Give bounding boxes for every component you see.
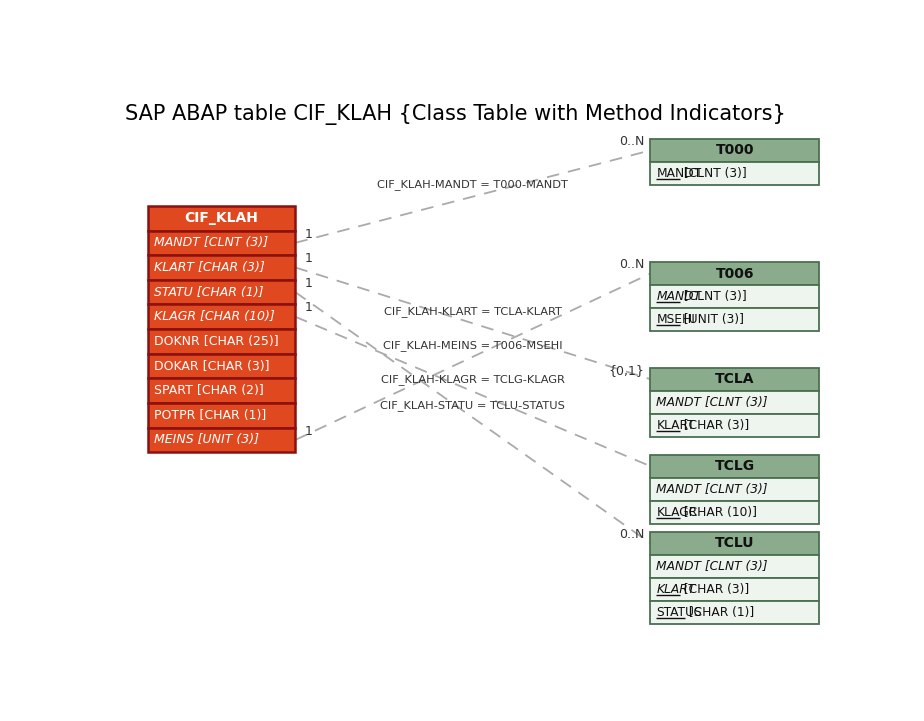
Text: 0..N: 0..N bbox=[619, 528, 644, 541]
FancyBboxPatch shape bbox=[650, 309, 820, 332]
FancyBboxPatch shape bbox=[148, 428, 296, 452]
FancyBboxPatch shape bbox=[650, 531, 820, 554]
FancyBboxPatch shape bbox=[650, 414, 820, 437]
Text: SAP ABAP table CIF_KLAH {Class Table with Method Indicators}: SAP ABAP table CIF_KLAH {Class Table wit… bbox=[125, 104, 785, 125]
Text: DOKNR [CHAR (25)]: DOKNR [CHAR (25)] bbox=[154, 335, 279, 348]
Text: STATU [CHAR (1)]: STATU [CHAR (1)] bbox=[154, 286, 263, 298]
Text: KLAGR [CHAR (10)]: KLAGR [CHAR (10)] bbox=[154, 310, 275, 323]
Text: 1: 1 bbox=[305, 425, 312, 438]
Text: MANDT [CLNT (3)]: MANDT [CLNT (3)] bbox=[656, 396, 768, 409]
Text: CIF_KLAH-STATU = TCLU-STATUS: CIF_KLAH-STATU = TCLU-STATUS bbox=[381, 401, 565, 412]
FancyBboxPatch shape bbox=[148, 304, 296, 329]
Text: 0..N: 0..N bbox=[619, 258, 644, 271]
FancyBboxPatch shape bbox=[650, 162, 820, 185]
Text: KLAGR: KLAGR bbox=[656, 506, 698, 519]
FancyBboxPatch shape bbox=[148, 206, 296, 231]
FancyBboxPatch shape bbox=[650, 391, 820, 414]
Text: STATUS: STATUS bbox=[656, 606, 702, 619]
Text: CIF_KLAH: CIF_KLAH bbox=[185, 211, 259, 225]
Text: TCLU: TCLU bbox=[715, 536, 755, 550]
Text: [CHAR (10)]: [CHAR (10)] bbox=[680, 506, 757, 519]
Text: T000: T000 bbox=[715, 143, 754, 157]
Text: MANDT: MANDT bbox=[656, 167, 701, 180]
Text: CIF_KLAH-MANDT = T000-MANDT: CIF_KLAH-MANDT = T000-MANDT bbox=[377, 180, 568, 190]
Text: DOKAR [CHAR (3)]: DOKAR [CHAR (3)] bbox=[154, 360, 270, 373]
Text: KLART [CHAR (3)]: KLART [CHAR (3)] bbox=[154, 261, 265, 274]
Text: [CHAR (1)]: [CHAR (1)] bbox=[685, 606, 754, 619]
Text: MSEHI: MSEHI bbox=[656, 314, 696, 327]
FancyBboxPatch shape bbox=[650, 578, 820, 601]
Text: 0..N: 0..N bbox=[619, 135, 644, 148]
Text: 1: 1 bbox=[305, 301, 312, 314]
FancyBboxPatch shape bbox=[650, 554, 820, 578]
Text: 1: 1 bbox=[305, 277, 312, 290]
Text: CIF_KLAH-KLAGR = TCLG-KLAGR: CIF_KLAH-KLAGR = TCLG-KLAGR bbox=[381, 374, 565, 385]
FancyBboxPatch shape bbox=[650, 286, 820, 309]
FancyBboxPatch shape bbox=[148, 255, 296, 280]
Text: TCLG: TCLG bbox=[714, 459, 755, 473]
FancyBboxPatch shape bbox=[148, 329, 296, 354]
FancyBboxPatch shape bbox=[650, 139, 820, 162]
Text: CIF_KLAH-KLART = TCLA-KLART: CIF_KLAH-KLART = TCLA-KLART bbox=[383, 306, 562, 317]
FancyBboxPatch shape bbox=[650, 501, 820, 524]
Text: KLART: KLART bbox=[656, 583, 696, 596]
FancyBboxPatch shape bbox=[650, 454, 820, 478]
Text: MEINS [UNIT (3)]: MEINS [UNIT (3)] bbox=[154, 433, 260, 446]
Text: TCLA: TCLA bbox=[715, 372, 755, 386]
FancyBboxPatch shape bbox=[650, 368, 820, 391]
Text: POTPR [CHAR (1)]: POTPR [CHAR (1)] bbox=[154, 409, 266, 422]
FancyBboxPatch shape bbox=[650, 478, 820, 501]
Text: KLART: KLART bbox=[656, 419, 695, 432]
Text: 1: 1 bbox=[305, 252, 312, 265]
Text: [CLNT (3)]: [CLNT (3)] bbox=[680, 291, 747, 304]
Text: MANDT [CLNT (3)]: MANDT [CLNT (3)] bbox=[154, 236, 268, 249]
Text: CIF_KLAH-MEINS = T006-MSEHI: CIF_KLAH-MEINS = T006-MSEHI bbox=[383, 340, 563, 350]
FancyBboxPatch shape bbox=[148, 403, 296, 428]
Text: [UNIT (3)]: [UNIT (3)] bbox=[680, 314, 744, 327]
Text: MANDT: MANDT bbox=[656, 291, 701, 304]
FancyBboxPatch shape bbox=[148, 379, 296, 403]
Text: 1: 1 bbox=[305, 228, 312, 241]
FancyBboxPatch shape bbox=[148, 354, 296, 379]
Text: [CHAR (3)]: [CHAR (3)] bbox=[680, 419, 749, 432]
Text: MANDT [CLNT (3)]: MANDT [CLNT (3)] bbox=[656, 559, 768, 572]
Text: [CLNT (3)]: [CLNT (3)] bbox=[680, 167, 747, 180]
FancyBboxPatch shape bbox=[148, 231, 296, 255]
Text: [CHAR (3)]: [CHAR (3)] bbox=[680, 583, 749, 596]
Text: SPART [CHAR (2)]: SPART [CHAR (2)] bbox=[154, 384, 264, 397]
FancyBboxPatch shape bbox=[148, 280, 296, 304]
Text: T006: T006 bbox=[715, 267, 754, 280]
FancyBboxPatch shape bbox=[650, 601, 820, 624]
Text: MANDT [CLNT (3)]: MANDT [CLNT (3)] bbox=[656, 483, 768, 496]
Text: {0,1}: {0,1} bbox=[608, 364, 644, 377]
FancyBboxPatch shape bbox=[650, 262, 820, 286]
